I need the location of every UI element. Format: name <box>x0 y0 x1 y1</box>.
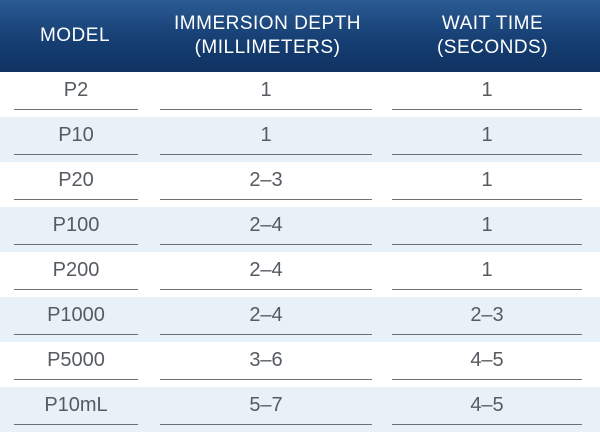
table-cell: 2–4 <box>160 297 372 335</box>
table-cell: P2 <box>14 72 138 110</box>
table-cell: 2–3 <box>392 297 582 335</box>
table-cell: 1 <box>392 252 582 290</box>
table-cell: P10 <box>14 117 138 155</box>
table-cell: 1 <box>392 72 582 110</box>
header-cell: WAIT TIME (SECONDS) <box>385 0 600 72</box>
header-text: MODEL <box>39 25 111 46</box>
table-cell: 1 <box>160 117 372 155</box>
table-cell: 1 <box>160 72 372 110</box>
table-row: P2 1 1 <box>0 72 600 117</box>
table-cell: 2–4 <box>160 207 372 245</box>
table-cell: 2–3 <box>160 162 372 200</box>
table-row: P10 1 1 <box>0 117 600 162</box>
table-cell: 2–4 <box>160 252 372 290</box>
table-cell: 1 <box>392 162 582 200</box>
table-cell: P20 <box>14 162 138 200</box>
table-cell: P200 <box>14 252 138 290</box>
table-cell: 4–5 <box>392 387 582 425</box>
table-row: P20 2–3 1 <box>0 162 600 207</box>
table-cell: P10mL <box>14 387 138 425</box>
table-cell: P5000 <box>14 342 138 380</box>
header-text: (SECONDS) <box>436 37 549 58</box>
table-cell: 4–5 <box>392 342 582 380</box>
table-cell: 5–7 <box>160 387 372 425</box>
table-row: P1000 2–4 2–3 <box>0 297 600 342</box>
header-text: WAIT TIME <box>441 13 544 34</box>
table-row: P10mL 5–7 4–5 <box>0 387 600 432</box>
table-cell: 1 <box>392 117 582 155</box>
header-text: (MILLIMETERS) <box>194 37 341 58</box>
table-row: P5000 3–6 4–5 <box>0 342 600 387</box>
table-cell: P1000 <box>14 297 138 335</box>
header-cell: IMMERSION DEPTH (MILLIMETERS) <box>150 0 385 72</box>
header-cell: MODEL <box>0 0 150 72</box>
table-cell: 1 <box>392 207 582 245</box>
table-header: MODEL IMMERSION DEPTH (MILLIMETERS) WAIT TI… <box>0 0 600 72</box>
header-text: IMMERSION DEPTH <box>174 13 361 34</box>
table-row: P100 2–4 1 <box>0 207 600 252</box>
table-row: P200 2–4 1 <box>0 252 600 297</box>
table-cell: 3–6 <box>160 342 372 380</box>
table-cell: P100 <box>14 207 138 245</box>
